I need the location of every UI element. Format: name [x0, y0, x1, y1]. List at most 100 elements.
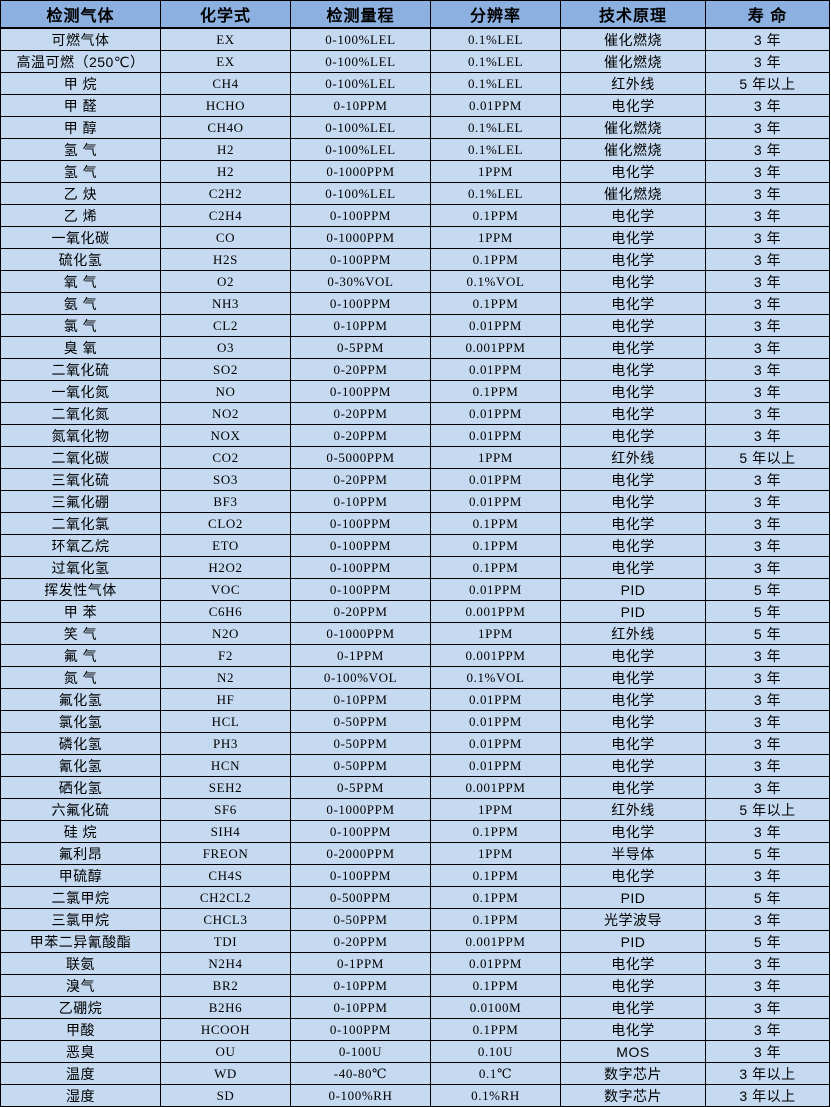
cell-technology: 电化学: [560, 820, 706, 843]
cell-formula: EX: [160, 50, 291, 73]
cell-lifespan: 5 年: [705, 600, 830, 623]
cell-range: 0-1000PPM: [290, 622, 431, 645]
cell-range: 0-100%LEL: [290, 182, 431, 205]
cell-technology: 电化学: [560, 688, 706, 711]
cell-formula: CH4: [160, 72, 291, 95]
cell-lifespan: 5 年以上: [705, 798, 830, 821]
cell-gas: 高温可燃（250℃）: [0, 50, 161, 73]
cell-technology: 电化学: [560, 952, 706, 975]
cell-lifespan: 3 年: [705, 864, 830, 887]
cell-lifespan: 3 年: [705, 754, 830, 777]
table-row: 高温可燃（250℃） EX 0-100%LEL 0.1%LEL 催化燃烧 3 年: [0, 50, 830, 73]
table-row: 联氨 N2H4 0-1PPM 0.01PPM 电化学 3 年: [0, 952, 830, 975]
cell-gas: 恶臭: [0, 1040, 161, 1063]
table-row: 可燃气体 EX 0-100%LEL 0.1%LEL 催化燃烧 3 年: [0, 27, 830, 51]
table-row: 硒化氢 SEH2 0-5PPM 0.001PPM 电化学 3 年: [0, 776, 830, 799]
cell-range: 0-1000PPM: [290, 226, 431, 249]
table-row: 二氧化碳 CO2 0-5000PPM 1PPM 红外线 5 年以上: [0, 446, 830, 469]
cell-range: 0-100%RH: [290, 1084, 431, 1107]
column-header-resolution: 分辨率: [430, 0, 561, 29]
cell-technology: PID: [560, 600, 706, 623]
cell-lifespan: 3 年: [705, 490, 830, 513]
cell-range: 0-50PPM: [290, 732, 431, 755]
cell-lifespan: 3 年: [705, 424, 830, 447]
cell-gas: 甲硫醇: [0, 864, 161, 887]
cell-technology: 电化学: [560, 512, 706, 535]
cell-technology: 电化学: [560, 226, 706, 249]
cell-range: 0-100PPM: [290, 820, 431, 843]
header-row: 检测气体 化学式 检测量程 分辨率 技术原理 寿 命: [0, 0, 830, 29]
cell-gas: 甲苯二异氰酸酯: [0, 930, 161, 953]
cell-range: 0-1PPM: [290, 952, 431, 975]
cell-formula: NOX: [160, 424, 291, 447]
cell-gas: 硅 烷: [0, 820, 161, 843]
cell-resolution: 0.01PPM: [430, 688, 561, 711]
cell-range: 0-500PPM: [290, 886, 431, 909]
cell-formula: H2: [160, 160, 291, 183]
cell-gas: 臭 氧: [0, 336, 161, 359]
table-row: 一氧化碳 CO 0-1000PPM 1PPM 电化学 3 年: [0, 226, 830, 249]
cell-technology: 光学波导: [560, 908, 706, 931]
cell-formula: CLO2: [160, 512, 291, 535]
column-header-range: 检测量程: [290, 0, 431, 29]
cell-technology: 电化学: [560, 270, 706, 293]
table-row: 温度 WD -40-80℃ 0.1℃ 数字芯片 3 年以上: [0, 1062, 830, 1085]
cell-resolution: 0.1PPM: [430, 974, 561, 997]
cell-technology: 数字芯片: [560, 1084, 706, 1107]
cell-resolution: 0.1PPM: [430, 292, 561, 315]
cell-formula: C2H2: [160, 182, 291, 205]
cell-resolution: 0.01PPM: [430, 358, 561, 381]
cell-gas: 溴气: [0, 974, 161, 997]
cell-resolution: 1PPM: [430, 842, 561, 865]
cell-formula: HCHO: [160, 94, 291, 117]
cell-gas: 氟 气: [0, 644, 161, 667]
cell-lifespan: 3 年: [705, 270, 830, 293]
cell-lifespan: 3 年以上: [705, 1062, 830, 1085]
cell-formula: N2: [160, 666, 291, 689]
cell-gas: 挥发性气体: [0, 578, 161, 601]
cell-formula: NH3: [160, 292, 291, 315]
cell-range: 0-100%LEL: [290, 138, 431, 161]
cell-technology: 红外线: [560, 446, 706, 469]
cell-gas: 乙 烯: [0, 204, 161, 227]
cell-lifespan: 3 年: [705, 534, 830, 557]
cell-gas: 乙硼烷: [0, 996, 161, 1019]
cell-formula: CO: [160, 226, 291, 249]
cell-resolution: 0.1PPM: [430, 908, 561, 931]
cell-range: 0-30%VOL: [290, 270, 431, 293]
cell-resolution: 0.1PPM: [430, 534, 561, 557]
cell-lifespan: 3 年以上: [705, 1084, 830, 1107]
cell-range: 0-100PPM: [290, 380, 431, 403]
cell-gas: 可燃气体: [0, 27, 161, 51]
cell-resolution: 0.1PPM: [430, 204, 561, 227]
table-row: 三氯甲烷 CHCL3 0-50PPM 0.1PPM 光学波导 3 年: [0, 908, 830, 931]
cell-technology: 电化学: [560, 996, 706, 1019]
cell-range: 0-20PPM: [290, 930, 431, 953]
cell-resolution: 0.1℃: [430, 1062, 561, 1085]
cell-technology: 电化学: [560, 204, 706, 227]
table-row: 氮 气 N2 0-100%VOL 0.1%VOL 电化学 3 年: [0, 666, 830, 689]
cell-lifespan: 3 年: [705, 336, 830, 359]
cell-formula: H2S: [160, 248, 291, 271]
table-row: 挥发性气体 VOC 0-100PPM 0.01PPM PID 5 年: [0, 578, 830, 601]
cell-technology: 电化学: [560, 864, 706, 887]
table-row: 二氯甲烷 CH2CL2 0-500PPM 0.1PPM PID 5 年: [0, 886, 830, 909]
cell-resolution: 0.1%VOL: [430, 666, 561, 689]
table-row: 氧 气 O2 0-30%VOL 0.1%VOL 电化学 3 年: [0, 270, 830, 293]
cell-lifespan: 3 年: [705, 468, 830, 491]
cell-lifespan: 5 年: [705, 842, 830, 865]
cell-resolution: 0.01PPM: [430, 952, 561, 975]
cell-gas: 甲 苯: [0, 600, 161, 623]
cell-technology: 红外线: [560, 622, 706, 645]
cell-technology: 电化学: [560, 358, 706, 381]
table-row: 环氧乙烷 ETO 0-100PPM 0.1PPM 电化学 3 年: [0, 534, 830, 557]
cell-lifespan: 3 年: [705, 204, 830, 227]
cell-range: 0-100PPM: [290, 204, 431, 227]
cell-formula: NO: [160, 380, 291, 403]
cell-range: 0-10PPM: [290, 974, 431, 997]
cell-lifespan: 3 年: [705, 358, 830, 381]
cell-formula: B2H6: [160, 996, 291, 1019]
table-row: 甲 苯 C6H6 0-20PPM 0.001PPM PID 5 年: [0, 600, 830, 623]
cell-range: 0-20PPM: [290, 424, 431, 447]
cell-gas: 二氧化硫: [0, 358, 161, 381]
